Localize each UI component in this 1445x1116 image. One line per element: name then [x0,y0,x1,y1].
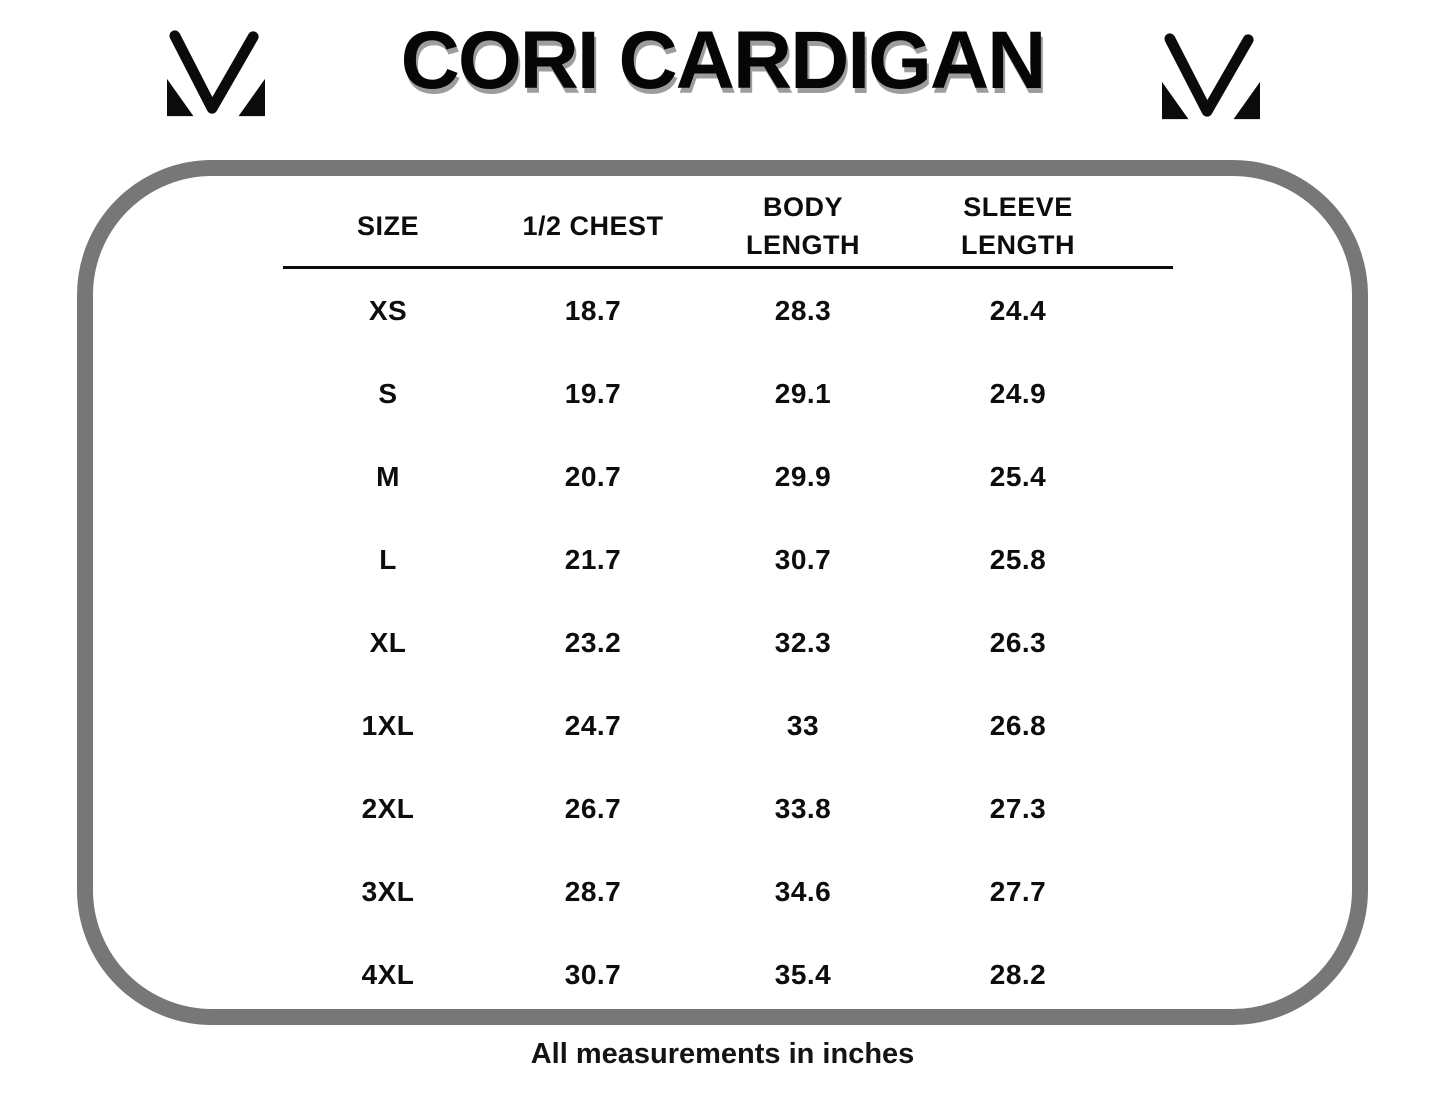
table-header-row: SIZE 1/2 CHEST BODY LENGTH SLEEVE LENGTH [283,186,1173,266]
chest-cell: 24.7 [564,709,622,741]
table-row: XL 23.2 32.3 26.3 [283,601,1173,684]
chart-frame [77,160,1368,1025]
body-cell: 34.6 [774,875,832,907]
sleeve-cell: 28.2 [989,958,1047,990]
column-header-line: SIZE [356,211,419,241]
sleeve-cell: 26.3 [989,626,1047,658]
body-cell: 29.1 [774,377,832,409]
table-row: S 19.7 29.1 24.9 [283,352,1173,435]
column-header-line: LENGTH [961,230,1075,260]
table-row: M 20.7 29.9 25.4 [283,435,1173,518]
chest-cell: 21.7 [564,543,622,575]
body-cell: 28.3 [774,294,832,326]
size-cell: M [376,460,400,492]
chest-cell: 26.7 [564,792,622,824]
page-title: CORI CARDIGAN [400,15,1047,106]
chest-cell: 30.7 [564,958,622,990]
size-cell: 4XL [361,958,415,990]
chest-cell: 28.7 [564,875,622,907]
measurement-unit-note: All measurements in inches [530,1038,915,1070]
body-cell: 29.9 [774,460,832,492]
body-cell: 33 [786,709,820,741]
table-row: L 21.7 30.7 25.8 [283,518,1173,601]
body-cell: 33.8 [774,792,832,824]
chest-cell: 20.7 [564,460,622,492]
size-cell: S [378,377,398,409]
mm-monogram-icon [167,27,265,119]
mm-monogram-icon [1162,30,1260,122]
body-cell: 32.3 [774,626,832,658]
sleeve-cell: 25.8 [989,543,1047,575]
table-row: 2XL 26.7 33.8 27.3 [283,767,1173,850]
sleeve-cell: 24.9 [989,377,1047,409]
column-header-body-length: BODY LENGTH [693,186,913,266]
sleeve-cell: 24.4 [989,294,1047,326]
size-cell: XS [368,294,408,326]
sleeve-cell: 25.4 [989,460,1047,492]
column-header-line: 1/2 CHEST [522,211,664,241]
chest-cell: 19.7 [564,377,622,409]
header-rule [283,266,1173,269]
size-table: SIZE 1/2 CHEST BODY LENGTH SLEEVE LENGTH… [283,186,1173,1016]
column-header-line: SLEEVE [963,192,1073,222]
table-row: 4XL 30.7 35.4 28.2 [283,933,1173,1016]
column-header-line: LENGTH [746,230,860,260]
sleeve-cell: 26.8 [989,709,1047,741]
sleeve-cell: 27.3 [989,792,1047,824]
size-cell: XL [369,626,407,658]
table-row: XS 18.7 28.3 24.4 [283,269,1173,352]
table-row: 3XL 28.7 34.6 27.7 [283,850,1173,933]
chest-cell: 18.7 [564,294,622,326]
column-header-line: BODY [762,192,843,222]
sleeve-cell: 27.7 [989,875,1047,907]
size-cell: 1XL [361,709,415,741]
size-cell: 2XL [361,792,415,824]
table-body: XS 18.7 28.3 24.4 S 19.7 29.1 24.9 M 20.… [283,269,1173,1016]
table-row: 1XL 24.7 33 26.8 [283,684,1173,767]
size-cell: 3XL [361,875,415,907]
size-cell: L [379,543,397,575]
column-header-size: SIZE [283,186,493,266]
body-cell: 30.7 [774,543,832,575]
column-header-sleeve-length: SLEEVE LENGTH [913,186,1123,266]
column-header-half-chest: 1/2 CHEST [493,186,693,266]
body-cell: 35.4 [774,958,832,990]
chest-cell: 23.2 [564,626,622,658]
